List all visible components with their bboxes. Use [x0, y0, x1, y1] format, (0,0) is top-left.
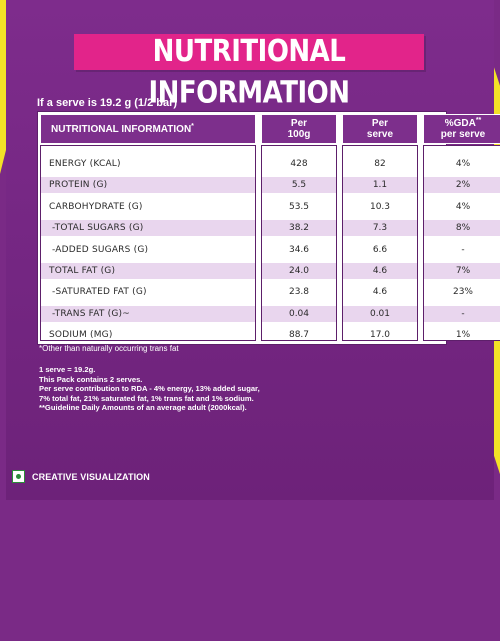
row-name: SODIUM (MG): [49, 330, 113, 341]
row-gda: 2%: [455, 180, 471, 191]
row-per-serve: 4.6: [372, 287, 388, 298]
note-line: 7% total fat, 21% saturated fat, 1% tran…: [39, 393, 254, 403]
veg-mark-icon: [12, 470, 25, 483]
title-banner: [74, 34, 424, 70]
note-line: This Pack contains 2 serves.: [39, 374, 143, 384]
creative-visualization-label: CREATIVE VISUALIZATION: [32, 472, 150, 482]
table-row: ENERGY (KCAL) 428 82 4%: [38, 153, 470, 174]
row-gda: 4%: [455, 201, 471, 212]
row-name: -ADDED SUGARS (G): [52, 244, 149, 255]
table-row: -ADDED SUGARS (G) 34.6 6.6 -: [38, 239, 465, 260]
nutrition-table: NUTRITIONAL INFORMATION * Per 100g Per se…: [37, 111, 500, 346]
row-per100: 88.7: [288, 330, 310, 341]
header-perserve-line1: Per: [371, 118, 389, 129]
header-gda-mark: **: [475, 117, 482, 124]
row-per-serve: 10.3: [369, 201, 391, 212]
header-perserve-line2: serve: [366, 129, 394, 140]
header-per-100g: Per 100g: [261, 114, 337, 144]
row-name: CARBOHYDRATE (G): [49, 201, 143, 212]
row-per-serve: 4.6: [372, 265, 388, 276]
row-per100: 24.0: [288, 265, 310, 276]
row-per100: 34.6: [288, 244, 310, 255]
row-per100: 5.5: [291, 180, 307, 191]
row-gda: 23%: [452, 287, 473, 298]
row-per100: 0.04: [288, 308, 310, 319]
row-gda: -: [461, 308, 465, 319]
table-row: TOTAL FAT (G) 24.0 4.6 7%: [38, 260, 500, 281]
row-name: -TRANS FAT (G)~: [52, 308, 130, 319]
table-row: -TOTAL SUGARS (G) 38.2 7.3 8%: [38, 217, 500, 238]
row-per-serve: 1.1: [372, 180, 388, 191]
row-name: -TOTAL SUGARS (G): [52, 223, 144, 234]
table-row: PROTEIN (G) 5.5 1.1 2%: [38, 174, 500, 195]
row-gda: 8%: [455, 223, 471, 234]
row-gda: 4%: [455, 159, 471, 169]
table-row: SODIUM (MG) 88.7 17.0 1%: [38, 324, 470, 345]
header-per100-line1: Per: [290, 118, 308, 129]
row-gda: -: [461, 244, 465, 255]
row-per-serve: 6.6: [372, 244, 388, 255]
row-gda: 1%: [455, 330, 471, 341]
header-name-mark: *: [191, 122, 194, 130]
header-per100-line2: 100g: [287, 129, 311, 140]
row-per100: 38.2: [288, 223, 310, 234]
header-gda-line1: %GDA: [444, 118, 476, 129]
header-name-label: NUTRITIONAL INFORMATION: [51, 123, 192, 135]
table-row: CARBOHYDRATE (G) 53.5 10.3 4%: [38, 196, 470, 217]
note-line: **Guideline Daily Amounts of an average …: [39, 403, 247, 413]
row-name: PROTEIN (G): [49, 180, 108, 191]
row-per100: 428: [290, 159, 308, 169]
header-nutritional-information: NUTRITIONAL INFORMATION *: [40, 114, 256, 144]
row-per100: 23.8: [288, 287, 310, 298]
trans-fat-footnote: *Other than naturally occurring trans fa…: [39, 344, 179, 353]
table-row: -SATURATED FAT (G) 23.8 4.6 23%: [38, 281, 473, 302]
note-line: Per serve contribution to RDA - 4% energ…: [39, 384, 260, 394]
row-per-serve: 17.0: [369, 330, 391, 341]
row-gda: 7%: [455, 265, 471, 276]
header-gda-per-serve: %GDA** per serve: [423, 114, 500, 144]
serving-notes: 1 serve = 19.2g. This Pack contains 2 se…: [39, 365, 260, 413]
header-gda-line2: per serve: [440, 129, 486, 140]
table-row: -TRANS FAT (G)~ 0.04 0.01 -: [38, 303, 500, 324]
table-rows: ENERGY (KCAL) 428 82 4% PROTEIN (G) 5.5 …: [38, 153, 500, 346]
row-per100: 53.5: [288, 201, 310, 212]
serve-info: If a serve is 19.2 g (1/2 bar): [37, 97, 178, 109]
row-name: ENERGY (KCAL): [49, 159, 121, 169]
row-per-serve: 82: [374, 159, 386, 169]
row-name: TOTAL FAT (G): [49, 265, 116, 276]
row-name: -SATURATED FAT (G): [52, 287, 147, 298]
page-title: NUTRITIONAL INFORMATION: [148, 34, 350, 111]
note-line: 1 serve = 19.2g.: [39, 365, 96, 374]
row-per-serve: 0.01: [369, 308, 391, 319]
header-per-serve: Per serve: [342, 114, 418, 144]
row-per-serve: 7.3: [372, 223, 388, 234]
